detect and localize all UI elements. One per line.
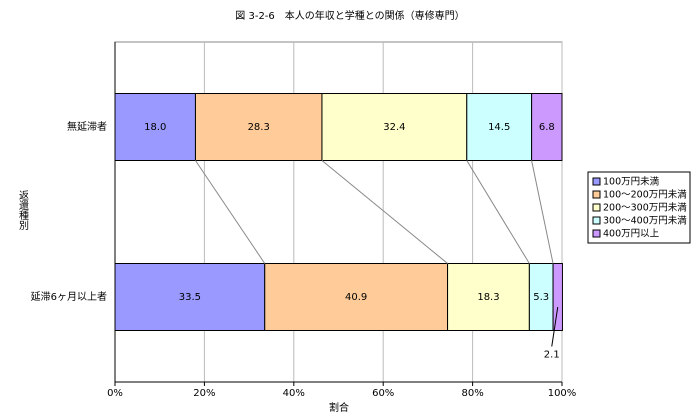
data-label: 18.3 xyxy=(477,292,499,303)
x-tick-label: 60% xyxy=(372,388,394,399)
data-label: 14.5 xyxy=(488,122,510,133)
legend-label: 200～300万円未満 xyxy=(603,202,687,214)
label-leader xyxy=(551,306,559,347)
data-label: 33.5 xyxy=(179,292,201,303)
bar-segment xyxy=(531,93,563,161)
data-label: 32.4 xyxy=(383,122,405,133)
bar-segment xyxy=(114,263,266,331)
data-label: 40.9 xyxy=(345,292,367,303)
bar-segment xyxy=(552,263,563,331)
legend-swatch xyxy=(592,229,601,238)
y-axis-label: 返還種別 xyxy=(17,190,29,231)
legend-label: 300～400万円未満 xyxy=(603,215,687,227)
legend-swatch xyxy=(592,216,601,225)
chart-title: 図 3-2-6 本人の年収と学種との関係（専修専門） xyxy=(235,9,464,22)
bar-segment xyxy=(114,93,196,161)
x-tick-label: 100% xyxy=(548,388,577,399)
series-connector xyxy=(321,160,448,264)
data-label: 6.8 xyxy=(539,122,555,133)
series-connector xyxy=(466,160,530,264)
legend-swatch xyxy=(592,203,601,212)
x-tick-label: 20% xyxy=(193,388,215,399)
x-tick-label: 40% xyxy=(283,388,305,399)
y-tick-label: 無延滞者 xyxy=(67,120,107,133)
data-label: 18.0 xyxy=(144,122,166,133)
legend-box xyxy=(587,171,691,244)
series-connector xyxy=(531,160,554,264)
bar-segment xyxy=(466,93,533,161)
legend-label: 400万円以上 xyxy=(603,229,660,240)
legend-label: 100～200万円未満 xyxy=(603,189,687,201)
data-label: 5.3 xyxy=(533,292,549,303)
legend-label: 100万円未満 xyxy=(603,176,660,188)
data-label: 28.3 xyxy=(248,122,270,133)
x-axis-label: 割合 xyxy=(329,401,349,414)
legend-swatch xyxy=(592,190,601,199)
data-label: 2.1 xyxy=(544,350,560,361)
legend-swatch xyxy=(592,177,601,186)
bar-segment xyxy=(264,263,449,331)
x-tick-label: 0% xyxy=(107,388,123,399)
bar-segment xyxy=(321,93,468,161)
y-tick-label: 延滞6ヶ月以上者 xyxy=(31,291,107,303)
x-tick-label: 80% xyxy=(461,388,483,399)
series-connector xyxy=(195,160,266,264)
bar-segment xyxy=(447,263,530,331)
